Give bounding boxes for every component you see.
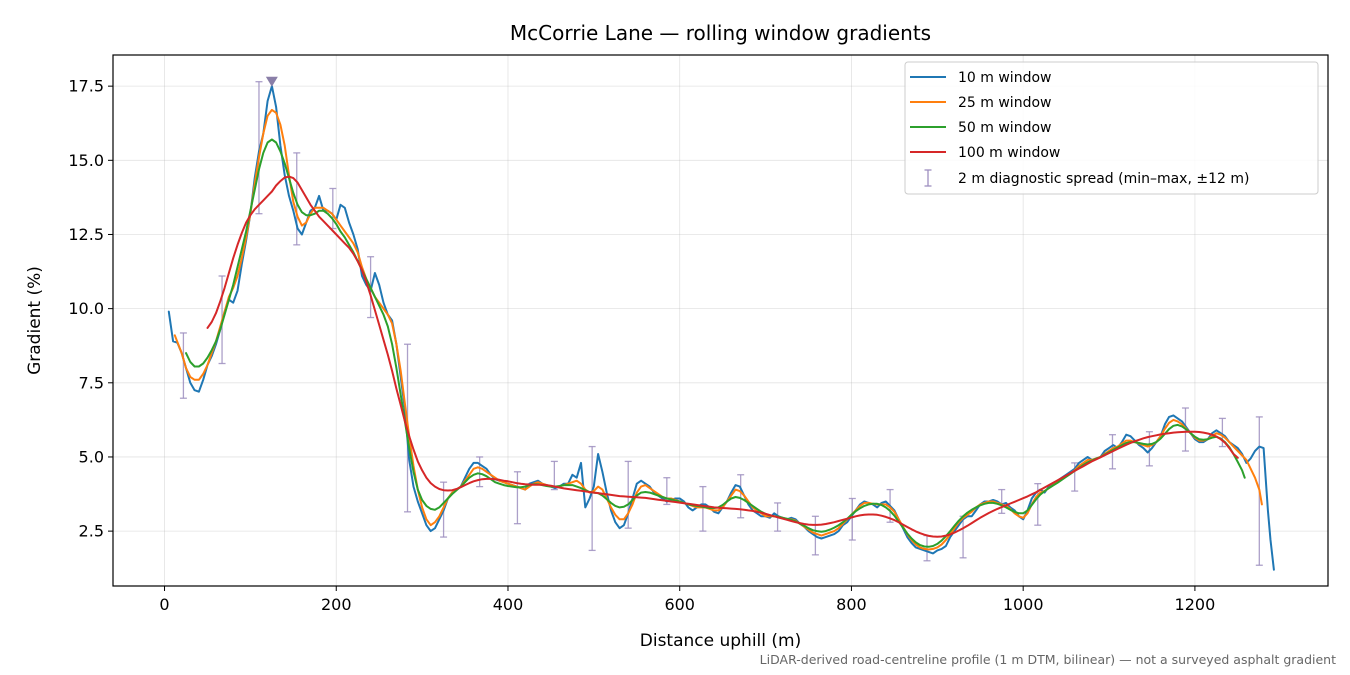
legend-label: 2 m diagnostic spread (min–max, ±12 m): [958, 171, 1249, 187]
y-tick-label: 10.0: [68, 299, 104, 318]
errorbar: [699, 485, 707, 532]
series-line-4: [206, 175, 1239, 538]
y-tick-label: 7.5: [79, 373, 104, 392]
legend-label: 10 m window: [958, 70, 1051, 86]
y-axis-label: Gradient (%): [25, 266, 45, 375]
legend-label: 25 m window: [958, 95, 1051, 111]
legend-entry: 50 m window: [910, 120, 1051, 136]
peak-marker: [265, 76, 278, 87]
errorbar: [848, 497, 856, 541]
errorbar: [476, 456, 484, 488]
y-tick-label: 15.0: [68, 151, 104, 170]
grid-lines: [113, 55, 1328, 586]
x-axis-label: Distance uphill (m): [640, 631, 801, 651]
x-tick-label: 600: [664, 595, 695, 614]
errorbar: [588, 445, 596, 552]
errorbar: [998, 488, 1006, 514]
x-tick-label: 0: [159, 595, 169, 614]
x-tick-label: 200: [321, 595, 352, 614]
x-tick-label: 400: [493, 595, 524, 614]
y-tick-label: 17.5: [68, 77, 104, 96]
chart-title: McCorrie Lane — rolling window gradients: [510, 21, 931, 45]
legend-label: 50 m window: [958, 120, 1051, 136]
errorbar: [624, 460, 632, 529]
series-lines: [167, 85, 1275, 571]
errorbar: [293, 152, 301, 246]
errorbar: [513, 471, 521, 525]
x-tick-label: 1000: [1003, 595, 1044, 614]
y-tick-label: 12.5: [68, 225, 104, 244]
legend-box: [904, 61, 1319, 195]
legend-entry: 25 m window: [910, 95, 1051, 111]
legend-items: 10 m window 25 m window 50 m window 100 m w…: [910, 70, 1249, 187]
series-line-2: [173, 108, 1263, 551]
plot-frame: [112, 54, 1329, 587]
errorbar: [1218, 417, 1226, 448]
chart-legend: 10 m window 25 m window 50 m window 100 m w…: [904, 61, 1319, 195]
x-axis-ticks: 0 200 400 600 800 1000 1200: [159, 586, 1215, 614]
errorbar: [550, 460, 558, 491]
x-tick-label: 1200: [1175, 595, 1216, 614]
y-tick-label: 5.0: [79, 447, 104, 466]
y-tick-label: 2.5: [79, 522, 104, 541]
footnote: LiDAR-derived road-centreline profile (1…: [760, 652, 1336, 667]
legend-label: 100 m window: [958, 145, 1060, 161]
peak-marker-layer: [265, 76, 278, 87]
legend-entry: 100 m window: [910, 145, 1060, 161]
errorbar: [179, 332, 187, 399]
errorbar: [737, 474, 745, 519]
y-axis-ticks: 2.5 5.0 7.5 10.0 12.5 15.0 17.5: [68, 77, 113, 541]
legend-entry: 10 m window: [910, 70, 1051, 86]
x-tick-label: 800: [836, 595, 867, 614]
legend-entry: 2 m diagnostic spread (min–max, ±12 m): [924, 169, 1249, 187]
